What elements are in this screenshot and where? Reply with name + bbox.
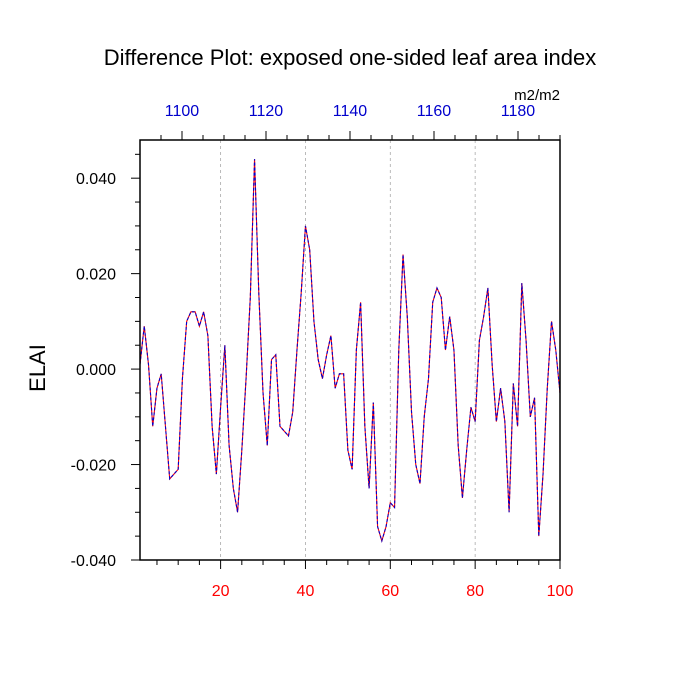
x-tick-label: 40 bbox=[297, 583, 315, 600]
top-tick-label: 1120 bbox=[249, 103, 284, 120]
x-tick-label: 80 bbox=[466, 583, 484, 600]
series-group bbox=[139, 159, 561, 543]
top-tick-label: 1180 bbox=[501, 103, 536, 120]
y-tick-label: -0.040 bbox=[71, 553, 116, 570]
axis-ticks: 20 40 60 80 100 1100 1120 1140 1160 1180 -0.040 -0.… bbox=[71, 103, 574, 600]
y-tick-label: 0.000 bbox=[76, 362, 116, 379]
top-tick-label: 1140 bbox=[333, 103, 368, 120]
top-tick-label: 1100 bbox=[165, 103, 200, 120]
y-tick-label: -0.020 bbox=[71, 458, 116, 475]
y-tick-label: 0.040 bbox=[76, 171, 116, 188]
plot-frame bbox=[139, 139, 561, 561]
vertical-grid bbox=[220, 140, 476, 560]
y-axis-label: ELAI bbox=[25, 344, 50, 392]
y-tick-label: 0.020 bbox=[76, 267, 116, 284]
x-tick-label: 100 bbox=[547, 583, 574, 600]
series-line-overlay bbox=[139, 159, 561, 543]
x-tick-label: 60 bbox=[381, 583, 399, 600]
x-tick-label: 20 bbox=[212, 583, 230, 600]
series-line bbox=[139, 159, 561, 543]
units-label: m2/m2 bbox=[514, 87, 560, 104]
top-tick-label: 1160 bbox=[417, 103, 452, 120]
chart-title: Difference Plot: exposed one-sided leaf … bbox=[104, 45, 596, 70]
